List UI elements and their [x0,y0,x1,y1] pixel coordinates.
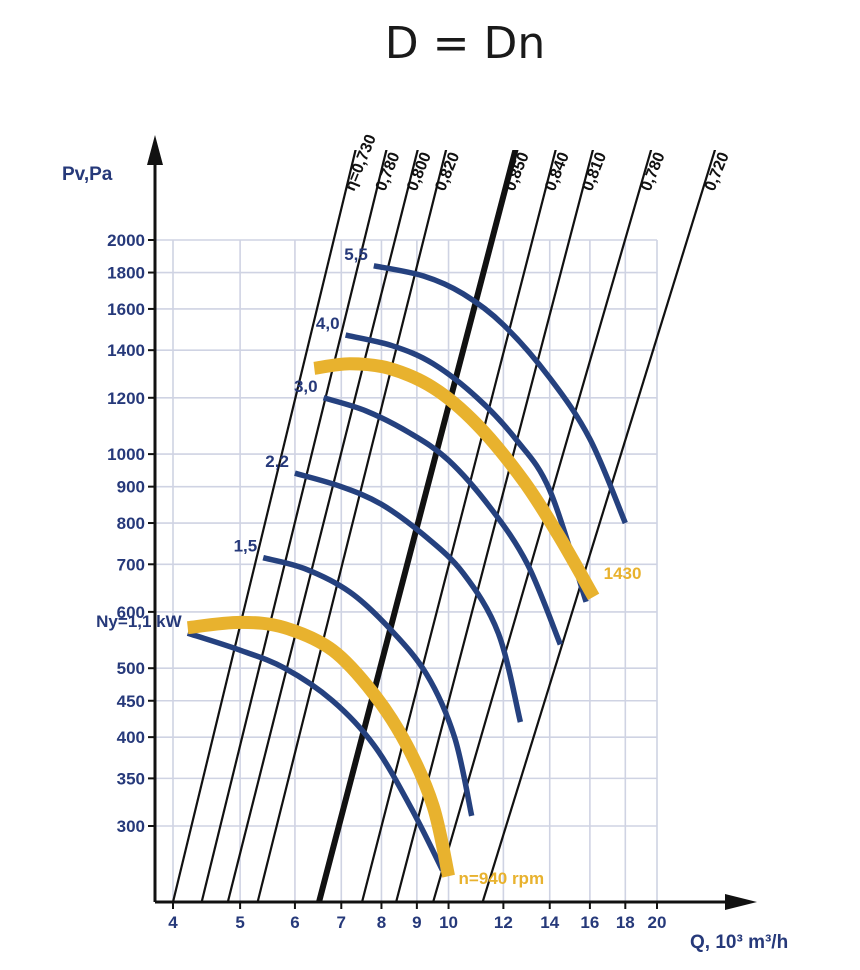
x-tick-label: 20 [648,913,667,932]
efficiency-label: 0,810 [579,150,610,194]
efficiency-label: 0,850 [502,150,533,194]
y-tick-label: 900 [117,478,145,497]
formula-heading: D = Dn [385,18,546,69]
efficiency-label: 0,780 [373,150,404,194]
curve-labels: 5,5 4,0 3,0 2,2 1,5 Ny=1,1 kW 1430 n=940 rpm [96,245,641,888]
x-axis-title: Q, 10³ m³/h [690,932,788,953]
efficiency-label: 0,840 [542,150,573,194]
y-tick-label: 700 [117,555,145,574]
efficiency-label: 0,800 [404,150,435,194]
y-tick-label: 1600 [107,300,145,319]
x-axis-arrow [725,894,757,910]
efficiency-line [395,150,595,902]
axes [147,135,757,910]
speed-curve [313,357,600,601]
x-tick-label: 12 [494,913,513,932]
y-tick-label: 450 [117,692,145,711]
y-tick-label: 2000 [107,231,145,250]
power-curve [294,470,524,723]
power-curve [322,395,563,646]
efficiency-label: 0,720 [702,150,733,194]
y-tick-label: 800 [117,514,145,533]
y-axis-title: Pv,Pa [62,164,113,185]
efficiency-line [200,150,388,902]
power-curve [373,263,628,525]
x-tick-label: 7 [337,913,346,932]
y-tick-label: 350 [117,769,145,788]
power-curve-label: 4,0 [316,314,340,333]
x-tick-label: 10 [439,913,458,932]
power-curve [344,332,589,603]
y-tick-label: 600 [117,603,145,622]
speed-curve-label: 1430 [604,564,642,583]
x-tick-label: 16 [580,913,599,932]
x-tick-label: 5 [235,913,244,932]
speed-curve-label: n=940 rpm [459,869,545,888]
power-curves [186,263,628,872]
power-curve-label: 2,2 [265,452,289,471]
efficiency-label: 0,820 [432,150,463,194]
x-tick-label: 8 [377,913,386,932]
power-curve-label: 5,5 [344,245,368,264]
power-curve [186,630,445,872]
power-curve [262,555,475,817]
y-tick-label: 400 [117,728,145,747]
x-tick-label: 6 [290,913,299,932]
efficiency-line [481,150,717,902]
y-tick-label: 1400 [107,341,145,360]
speed-curves [186,357,600,878]
efficiency-lines [171,150,717,902]
efficiency-label: 0,780 [638,150,669,194]
efficiency-line [171,150,357,902]
power-curve-label: 3,0 [294,377,318,396]
power-curve-label: 1,5 [234,537,258,556]
power-curve-label: Ny=1,1 kW [96,612,182,631]
x-tick-label: 4 [168,913,178,932]
efficiency-line [256,150,448,902]
x-tick-label: 18 [616,913,635,932]
y-tick-label: 300 [117,817,145,836]
y-tick-label: 1000 [107,445,145,464]
y-tick-label: 500 [117,659,145,678]
tick-labels: 300 350 400 450 500 600 700 800 900 1000 1200 1400 1… [107,231,666,932]
speed-curve [186,615,455,878]
x-tick-label: 14 [540,913,559,932]
x-tick-label: 9 [412,913,421,932]
efficiency-line [316,150,519,902]
y-tick-label: 1800 [107,264,145,283]
y-axis-arrow [147,135,163,165]
y-tick-label: 1200 [107,389,145,408]
